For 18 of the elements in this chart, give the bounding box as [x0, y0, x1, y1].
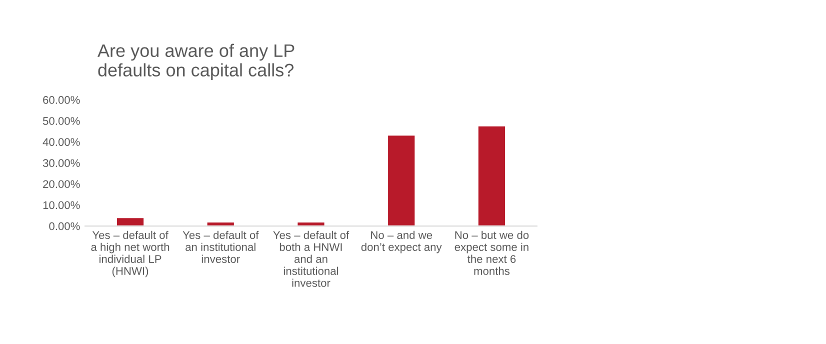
y-tick-label: 20.00% — [43, 180, 80, 188]
y-tick-label: 40.00% — [42, 138, 80, 146]
y-tick-label: 30.00% — [42, 159, 80, 168]
x-tick-label: Yes – default of both a HNWI and an institutional investor — [273, 230, 350, 287]
bar — [296, 221, 326, 226]
y-tick-label: 10.00% — [43, 201, 80, 210]
y-tick-label: 60.00% — [43, 96, 80, 104]
y-tick-label: 0.00% — [49, 222, 80, 230]
chart-title: Are you aware of any LP defaults on capital calls? — [98, 44, 294, 80]
bar — [386, 134, 416, 226]
x-tick-label: No – but we do expect some in the next 6 months — [454, 230, 529, 275]
x-tick-label: No – and we don’t expect any — [361, 230, 442, 254]
y-tick-label: 50.00% — [42, 117, 80, 125]
x-tick-label: Yes – default of a high net worth individual LP (HNWI) — [91, 230, 170, 278]
bar — [206, 221, 236, 226]
x-tick-label: Yes – default of an institutional investor — [182, 230, 259, 263]
bar — [116, 216, 145, 226]
bar — [477, 124, 506, 226]
